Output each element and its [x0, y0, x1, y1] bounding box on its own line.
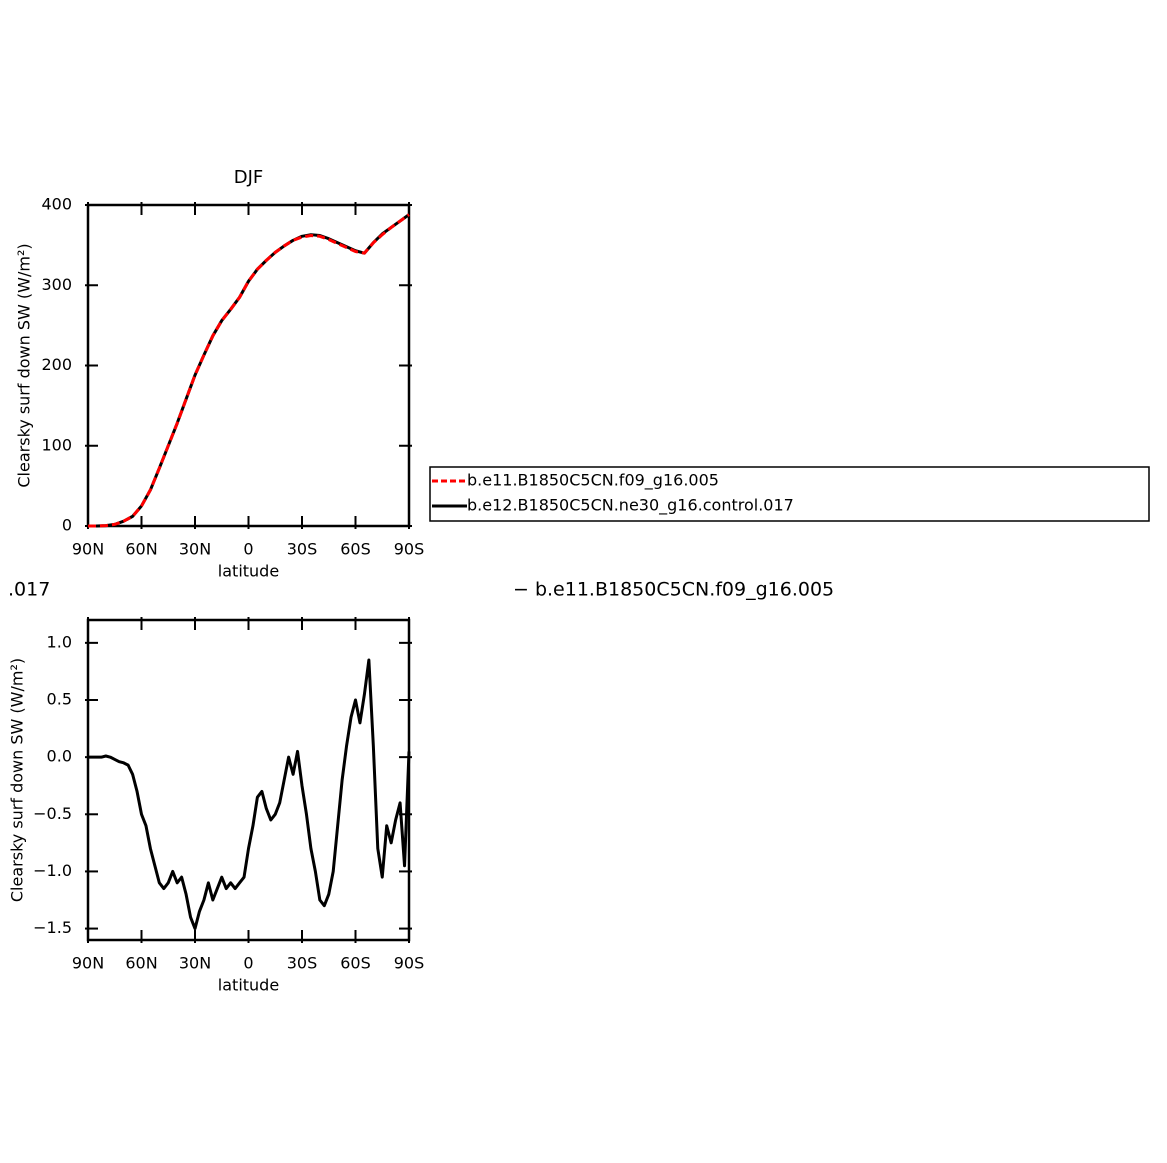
- y-tick-label: −0.5: [33, 804, 72, 823]
- x-tick-label: 90S: [394, 540, 425, 559]
- data-line: [88, 658, 411, 931]
- x-tick-label: 60S: [340, 954, 371, 973]
- y-tick-label: 400: [41, 195, 72, 214]
- x-tick-label: 60N: [125, 954, 157, 973]
- data-line: [88, 213, 410, 528]
- plot-frame: [86, 203, 411, 528]
- x-tick-label: 30S: [287, 954, 318, 973]
- x-tick-label: 30N: [179, 540, 211, 559]
- x-tick-label: 30S: [287, 540, 318, 559]
- y-tick-label: −1.5: [33, 918, 72, 937]
- legend-box: [429, 466, 1150, 522]
- y-tick-label: 1.0: [47, 632, 72, 651]
- chart-title: DJF: [234, 167, 264, 188]
- legend-label: b.e11.B1850C5CN.f09_g16.005: [467, 471, 719, 491]
- y-tick-label: 200: [41, 355, 72, 374]
- x-axis-label: latitude: [218, 976, 279, 995]
- y-tick-label: −1.0: [33, 861, 72, 880]
- annotation: − b.e11.B1850C5CN.f09_g16.005: [513, 579, 834, 601]
- plot-frame: [86, 618, 411, 942]
- data-line: [88, 213, 410, 528]
- y-tick-label: 300: [41, 275, 72, 294]
- y-tick-label: 100: [41, 435, 72, 454]
- x-tick-label: 60N: [125, 540, 157, 559]
- x-tick-label: 90S: [394, 954, 425, 973]
- x-axis-label: latitude: [218, 562, 279, 581]
- y-tick-label: 0.5: [47, 690, 72, 709]
- legend-label: b.e12.B1850C5CN.ne30_g16.control.017: [467, 496, 794, 516]
- x-tick-label: 0: [243, 540, 253, 559]
- y-axis-label: Clearsky surf down SW (W/m²): [8, 658, 27, 902]
- x-tick-label: 60S: [340, 540, 371, 559]
- annotation: .017: [8, 579, 50, 601]
- y-tick-label: 0: [62, 516, 72, 535]
- x-tick-label: 30N: [179, 954, 211, 973]
- x-tick-label: 0: [243, 954, 253, 973]
- x-tick-label: 90N: [72, 540, 104, 559]
- y-axis-label: Clearsky surf down SW (W/m²): [15, 243, 34, 487]
- x-tick-label: 90N: [72, 954, 104, 973]
- y-tick-label: 0.0: [47, 747, 72, 766]
